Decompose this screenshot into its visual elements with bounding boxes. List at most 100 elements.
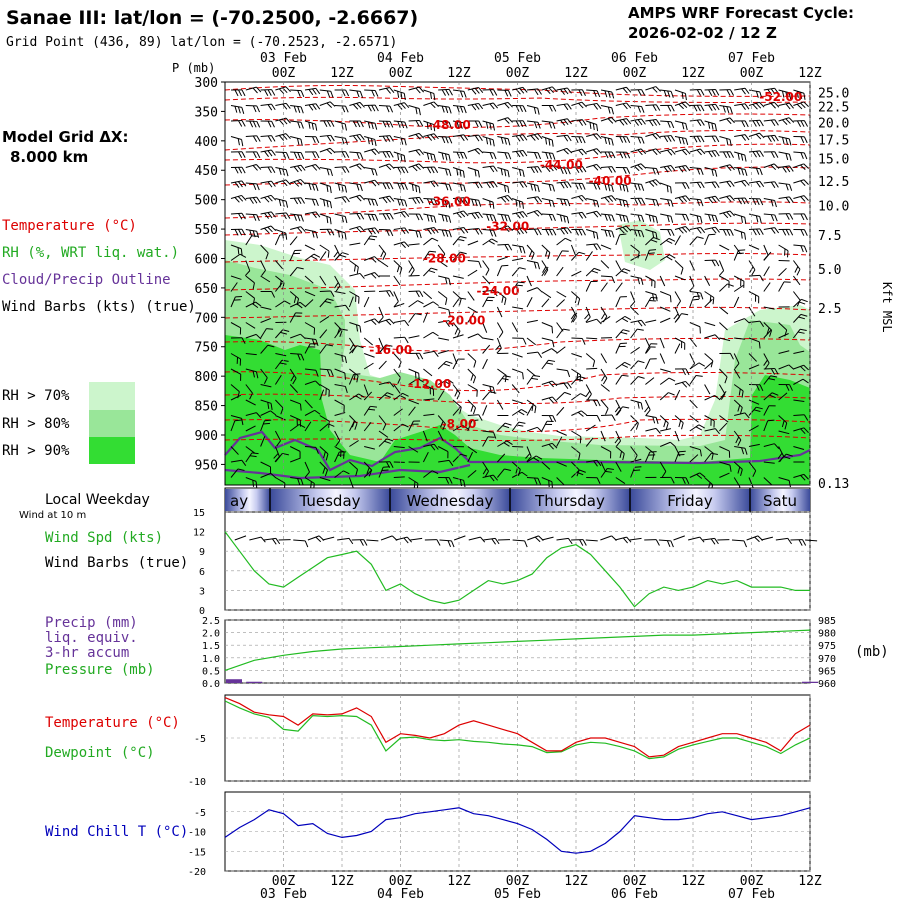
wind-barb-staff [423,151,435,156]
wind-barb [733,249,746,261]
wind-barb-feather [655,216,658,224]
wind-barb-feather [641,230,645,238]
wind-barb-feather [754,536,760,543]
wind-barb-feather [330,120,335,127]
wind-barb-feather [710,538,716,545]
wind-barb-feather [696,89,701,96]
wind-barb [644,451,657,463]
wind-barb-feather [285,169,289,177]
wind-barb-feather [352,120,357,128]
wind-barb-feather [344,372,346,380]
wind-barb-feather [622,151,627,159]
wind-barb [793,473,809,481]
wind-barb-feather [315,536,322,543]
wind-barb-staff [571,353,582,358]
wind-barb-staff [674,415,684,424]
wind-barb-feather [696,236,704,239]
wind-barb-staff [452,453,462,463]
wind-barb-feather [404,138,407,146]
wind-barb [349,393,365,401]
wind-barb-staff [704,298,713,308]
wind-barb-staff [615,329,624,339]
wind-barb-feather [797,331,805,334]
wind-barb-staff [438,88,450,91]
wind-barb-staff [363,422,372,432]
wind-barb-feather [326,135,332,142]
wind-barb-staff [674,101,686,106]
wind-barb [511,322,519,333]
wind-barb-feather [463,91,467,98]
wind-barb [467,134,483,142]
wind-barb [482,229,497,237]
wind-barb-feather [653,236,660,241]
wind-barb-feather [241,229,246,236]
wind-barb-staff [541,213,553,216]
wind-barb-staff [761,536,774,541]
wind-barb-feather [700,227,706,234]
wind-barb [719,136,732,147]
wind-barb-feather [650,239,658,243]
isotherm-labels: -52.00-48.00-44.00-40.00-36.00-32.00-28.… [369,90,802,431]
wind-barb-feather [501,264,509,267]
wind-barb [704,150,720,158]
wind-barb-feather [789,229,794,236]
wind-barb-staff [511,267,520,277]
weekday-cell [225,489,270,511]
wind-barb-feather [611,117,617,123]
wind-barb [378,415,387,431]
wind-barb-feather [770,181,776,189]
wind-barb-feather [431,470,439,475]
wind-barb-staff [260,420,266,432]
wind-barb [393,198,408,207]
wind-barb-feather [353,264,356,272]
wind-barb-feather [433,351,439,357]
wind-barb-staff [704,234,710,246]
wind-barb [733,296,740,308]
wind-barb [393,303,405,308]
wind-barb-feather [634,229,638,237]
wind-barb-feather [374,90,379,97]
wind-barb-staff [497,468,505,478]
wind-barb-feather [256,196,261,204]
wind-barb [630,254,641,261]
wind-barb [293,539,309,548]
wind-barb [364,446,375,450]
wind-barb [571,228,586,236]
wind-barb-staff [496,399,504,410]
wind-barb-feather [429,387,431,395]
wind-barb-staff [556,134,568,137]
wind-barb-staff [364,446,375,450]
wind-barb-staff [734,167,746,170]
wind-barb-feather [604,183,608,191]
wind-barb-feather [448,136,453,144]
wind-barb [497,151,512,160]
wind-barb-staff [660,428,672,432]
wind-barb [600,195,617,203]
wind-barb [526,105,540,115]
wind-barb [541,322,554,334]
wind-barb [614,430,622,447]
wind-barb-feather [474,87,480,94]
wind-barb [410,537,423,541]
wind-barb-feather [726,165,732,171]
wind-barb-feather [729,210,735,217]
wind-barb-feather [578,453,581,461]
wind-barb-staff [393,136,405,140]
wind-barb-staff [319,147,331,153]
wind-barb-feather [285,86,291,93]
wind-barb-staff [674,451,680,463]
wind-barb-feather [252,165,258,171]
wind-barb-feather [237,106,241,114]
pressure-line [224,629,811,671]
wind-barb-feather [582,539,587,546]
wind-barb-staff [408,300,418,308]
wind-barb [748,150,764,158]
wind-barb-staff [645,198,657,201]
wind-barb-feather [404,183,408,190]
wind-barb-staff [496,337,502,349]
wind-barb [482,296,495,308]
wind-barb-feather [460,251,467,255]
wind-barb [526,275,532,287]
wind-barb-staff [467,333,479,339]
wind-barb-staff [645,415,657,418]
